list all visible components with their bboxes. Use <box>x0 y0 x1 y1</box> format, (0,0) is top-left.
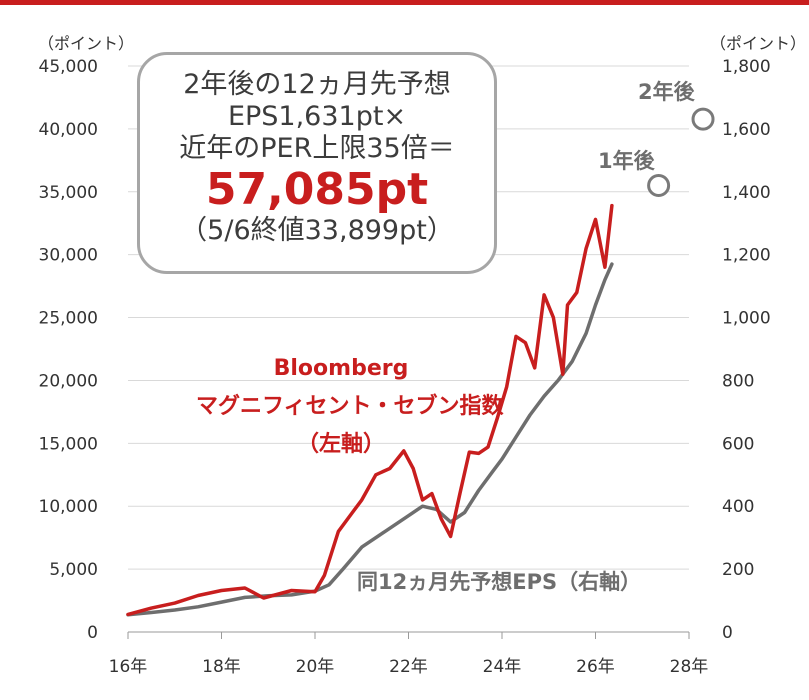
x-tick-label: 28年 <box>670 657 709 677</box>
forecast-marker-1 <box>647 173 671 197</box>
right-y-tick-label: 1,000 <box>722 309 771 329</box>
left-y-tick-label: 15,000 <box>39 434 98 454</box>
red-series-label-line-3: （左軸） <box>296 432 385 457</box>
left-axis-unit: （ポイント） <box>38 34 135 53</box>
callout-close-note: （5/6終値33,899pt） <box>180 215 454 246</box>
right-y-tick-label: 1,400 <box>722 183 771 203</box>
left-y-tick-label: 5,000 <box>49 560 98 580</box>
left-y-tick-label: 40,000 <box>39 120 98 140</box>
x-tick-label: 20年 <box>296 657 335 677</box>
callout-line-1: 2年後の12ヵ月先予想 <box>183 69 451 100</box>
left-y-tick-label: 30,000 <box>39 246 98 266</box>
top-accent-bar <box>0 0 809 5</box>
right-y-tick-label: 400 <box>722 497 754 517</box>
right-y-tick-label: 0 <box>722 623 733 643</box>
forecast-marker-2 <box>691 107 715 131</box>
left-y-tick-label: 25,000 <box>39 309 98 329</box>
series-line-eps <box>126 262 614 617</box>
x-tick-label: 24年 <box>483 657 522 677</box>
x-tick-label: 26年 <box>576 657 615 677</box>
gray-series-label: 同12ヵ月先予想EPS（右軸） <box>357 570 642 594</box>
callout-line-2: EPS1,631pt× <box>227 101 407 132</box>
series-line-magnificent-seven <box>126 203 614 617</box>
forecast-label-1y: 1年後 <box>598 149 655 173</box>
left-y-tick-label: 45,000 <box>39 57 98 77</box>
right-y-tick-label: 1,800 <box>722 57 771 77</box>
red-series-label: Bloomberg マグニフィセント・セブン指数 （左軸） <box>196 350 504 464</box>
red-series-label-line-2: マグニフィセント・セブン指数 <box>196 394 504 419</box>
callout-result: 57,085pt <box>205 164 429 215</box>
right-y-tick-label: 800 <box>722 371 754 391</box>
left-y-tick-label: 35,000 <box>39 183 98 203</box>
right-y-tick-label: 1,200 <box>722 246 771 266</box>
red-series-label-line-1: Bloomberg <box>273 356 409 381</box>
right-y-tick-label: 200 <box>722 560 754 580</box>
right-axis-unit: （ポイント） <box>710 34 807 53</box>
forecast-label-2y: 2年後 <box>638 80 695 104</box>
x-tick-label: 22年 <box>389 657 428 677</box>
right-y-tick-label: 600 <box>722 434 754 454</box>
right-y-tick-label: 1,600 <box>722 120 771 140</box>
left-y-tick-label: 20,000 <box>39 371 98 391</box>
left-y-tick-label: 0 <box>87 623 98 643</box>
callout-line-3: 近年のPER上限35倍＝ <box>179 133 455 164</box>
left-y-tick-label: 10,000 <box>39 497 98 517</box>
x-tick-label: 18年 <box>202 657 241 677</box>
valuation-callout: 2年後の12ヵ月先予想 EPS1,631pt× 近年のPER上限35倍＝ 57,… <box>137 52 497 274</box>
x-tick-label: 16年 <box>109 657 148 677</box>
